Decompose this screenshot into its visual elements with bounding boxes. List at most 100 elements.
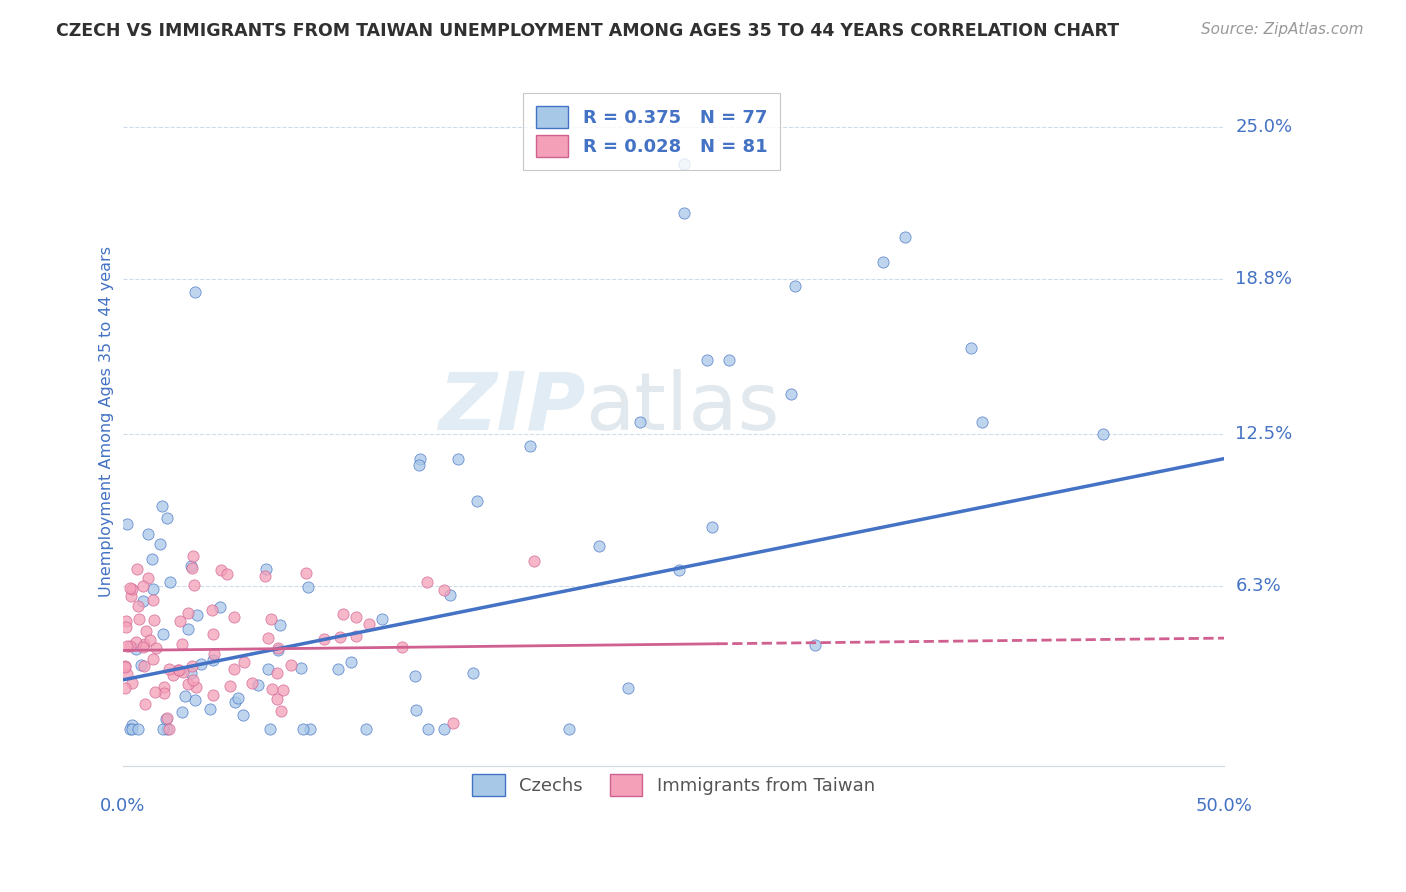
Point [177,676,200,690]
Point [558,722,581,736]
Point [183,578,205,592]
Point [219,679,242,693]
Point [170,705,193,719]
Point [138,526,160,541]
Legend: Czechs, Immigrants from Taiwan: Czechs, Immigrants from Taiwan [463,765,884,805]
Point [115,516,138,531]
Text: 50.0%: 50.0% [1195,797,1253,814]
Point [260,681,283,696]
Point [118,722,141,736]
Text: Source: ZipAtlas.com: Source: ZipAtlas.com [1201,22,1364,37]
Point [461,666,484,681]
Point [132,579,155,593]
Point [209,563,232,577]
Y-axis label: Unemployment Among Ages 35 to 44 years: Unemployment Among Ages 35 to 44 years [100,246,114,598]
Point [202,627,225,641]
Point [125,641,148,656]
Point [668,563,690,577]
Point [617,681,640,696]
Point [370,612,392,626]
Point [416,574,439,589]
Point [142,613,165,627]
Point [269,617,291,632]
Text: 12.5%: 12.5% [1236,425,1292,443]
Point [588,539,610,553]
Point [180,560,202,574]
Point [290,660,312,674]
Point [152,722,174,736]
Point [465,494,488,508]
Point [177,622,200,636]
Point [115,620,138,634]
Point [120,590,142,604]
Point [270,704,292,718]
Point [159,722,181,736]
Text: 18.8%: 18.8% [1236,270,1292,288]
Point [447,451,470,466]
Point [259,612,281,626]
Point [224,610,246,624]
Point [439,588,461,602]
Point [344,609,367,624]
Point [240,676,263,690]
Point [673,156,696,170]
Point [404,669,426,683]
Point [441,716,464,731]
Point [138,571,160,585]
Point [408,458,430,472]
Point [1092,427,1115,442]
Point [271,683,294,698]
Point [135,624,157,638]
Point [159,575,181,590]
Point [433,582,456,597]
Point [201,688,224,702]
Point [172,665,194,679]
Point [409,451,432,466]
Point [359,617,381,632]
Point [314,632,336,646]
Point [114,660,136,674]
Point [198,702,221,716]
Point [960,341,983,355]
Point [299,722,322,736]
Text: 0.0%: 0.0% [100,797,145,814]
Point [181,673,204,687]
Point [183,692,205,706]
Point [673,205,696,219]
Point [190,657,212,671]
Point [167,664,190,678]
Point [149,537,172,551]
Point [142,652,165,666]
Point [153,686,176,700]
Point [329,631,352,645]
Point [209,600,232,615]
Point [115,640,138,654]
Point [416,722,439,736]
Point [152,627,174,641]
Point [267,642,290,657]
Point [127,562,149,576]
Point [267,640,290,655]
Point [717,353,740,368]
Point [183,549,205,563]
Point [266,665,288,680]
Point [970,415,993,429]
Point [121,718,143,732]
Point [222,662,245,676]
Point [162,668,184,682]
Point [181,659,204,673]
Point [156,711,179,725]
Point [114,658,136,673]
Point [186,607,208,622]
Point [294,566,316,580]
Point [125,634,148,648]
Point [780,387,803,401]
Point [695,353,717,368]
Point [253,569,276,583]
Point [332,607,354,621]
Point [121,676,143,690]
Point [132,637,155,651]
Point [156,722,179,736]
Point [157,662,180,676]
Point [292,722,315,736]
